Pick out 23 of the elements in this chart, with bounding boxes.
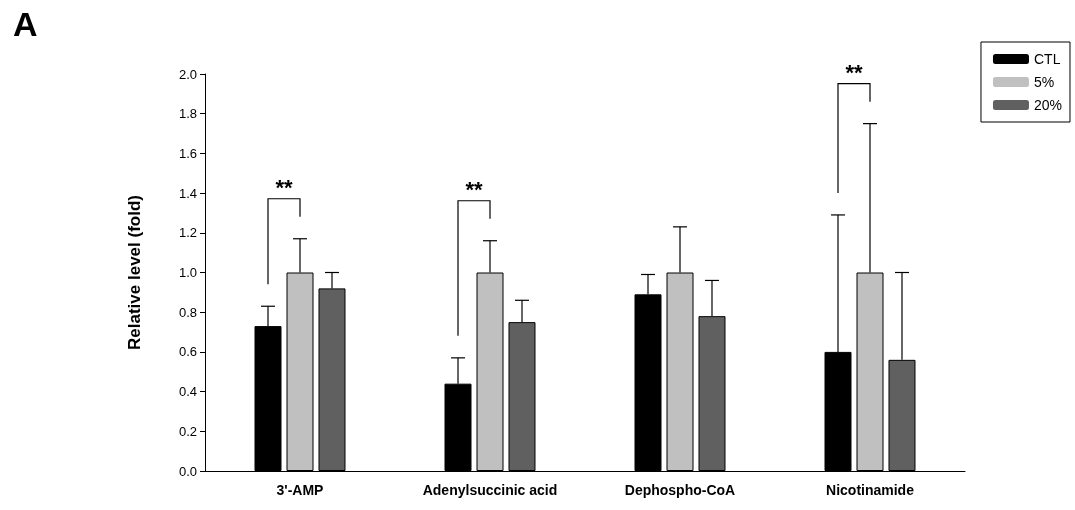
y-tick-label: 1.4 bbox=[178, 185, 197, 201]
y-tick-label: 1.2 bbox=[178, 225, 197, 241]
legend-label: 5% bbox=[1033, 74, 1055, 90]
legend-label: 20% bbox=[1033, 97, 1063, 113]
y-tick-label: 0.2 bbox=[178, 423, 197, 439]
y-tick-label: 2.0 bbox=[178, 66, 197, 82]
annotation: ** bbox=[465, 176, 483, 202]
x-tick-label: Adenylsuccinic acid bbox=[422, 482, 558, 498]
x-tick-label: Nicotinamide bbox=[826, 482, 915, 498]
annotation: ** bbox=[845, 59, 863, 85]
chart-title: A bbox=[13, 5, 38, 43]
legend-label: CTL bbox=[1033, 51, 1061, 67]
annotation: ** bbox=[275, 174, 293, 200]
y-tick-label: 0.4 bbox=[178, 384, 197, 400]
y-tick-label: 0.8 bbox=[178, 304, 197, 320]
y-tick-label: 0.6 bbox=[178, 344, 197, 360]
x-tick-label: 3'-AMP bbox=[276, 482, 324, 498]
x-tick-label: Dephospho-CoA bbox=[624, 482, 736, 498]
y-tick-label: 1.8 bbox=[178, 106, 197, 122]
y-axis-title: Relative level (fold) bbox=[125, 195, 144, 350]
y-tick-label: 1.0 bbox=[178, 265, 197, 280]
y-tick-label: 0.0 bbox=[178, 463, 197, 479]
y-tick-label: 1.6 bbox=[178, 145, 197, 161]
